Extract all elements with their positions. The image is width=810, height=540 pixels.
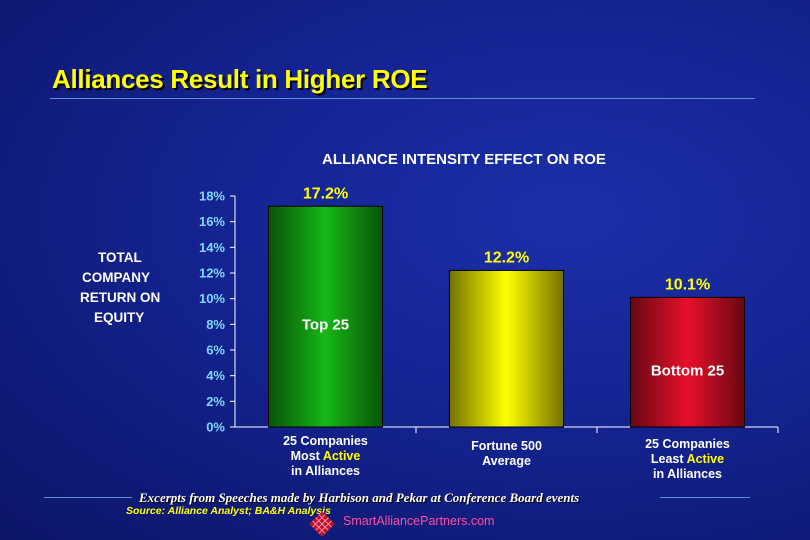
y-tick-label: 16% [199,214,225,229]
y-tick-label: 8% [206,317,225,332]
y-axis-label-line: RETURN ON [80,290,161,305]
bar-inner-label: Bottom 25 [651,363,724,380]
slide-title: Alliances Result in Higher ROE [52,64,428,94]
x-category-label: 25 Companies Least Active in Alliances [645,437,730,481]
y-axis-label-line: COMPANY [82,270,151,285]
bar-inner-label: Top 25 [302,316,349,333]
y-axis-label: TOTAL COMPANY RETURN ON EQUITY [78,248,188,328]
chart-title: ALLIANCE INTENSITY EFFECT ON ROE [322,151,606,168]
source-note: Source: Alliance Analyst; BA&H Analysis [126,505,331,517]
bar-value-label: 12.2% [484,249,529,266]
y-tick-label: 0% [206,420,225,435]
x-category-label: 25 Companies Most Active in Alliances [283,434,368,478]
footer-divider-left [44,497,132,498]
footer-divider-right [660,497,750,498]
y-axis-label-line: EQUITY [94,310,145,325]
x-category-label: Fortune 500 Average [471,439,542,468]
y-tick-label: 10% [199,291,225,306]
company-logo-icon [309,511,335,537]
excerpt-note: Excerpts from Speeches made by Harbison … [139,490,580,505]
y-axis-label-line: TOTAL [98,250,142,265]
bar [267,205,384,428]
bar-value-label: 10.1% [665,276,710,293]
bar [629,296,746,428]
y-tick-label: 14% [199,240,225,255]
y-tick-label: 2% [206,394,225,409]
y-tick-label: 12% [199,266,225,281]
bar-value-label: 17.2% [303,185,348,202]
y-tick-label: 4% [206,368,225,383]
y-tick-label: 18% [199,189,225,204]
y-tick-label: 6% [206,343,225,358]
bar [448,269,565,428]
title-divider [50,98,755,99]
website-link[interactable]: SmartAlliancePartners.com [343,514,495,528]
